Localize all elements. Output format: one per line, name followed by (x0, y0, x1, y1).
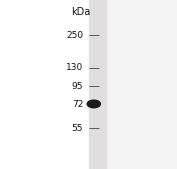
Bar (88, 0, 106, 169)
Text: 130: 130 (66, 63, 83, 72)
Text: 55: 55 (72, 124, 83, 133)
Text: 250: 250 (66, 31, 83, 40)
Ellipse shape (87, 100, 101, 108)
Bar (106, 0, 177, 169)
Text: 95: 95 (72, 82, 83, 91)
Text: kDa: kDa (71, 7, 90, 17)
Text: 72: 72 (72, 100, 83, 109)
